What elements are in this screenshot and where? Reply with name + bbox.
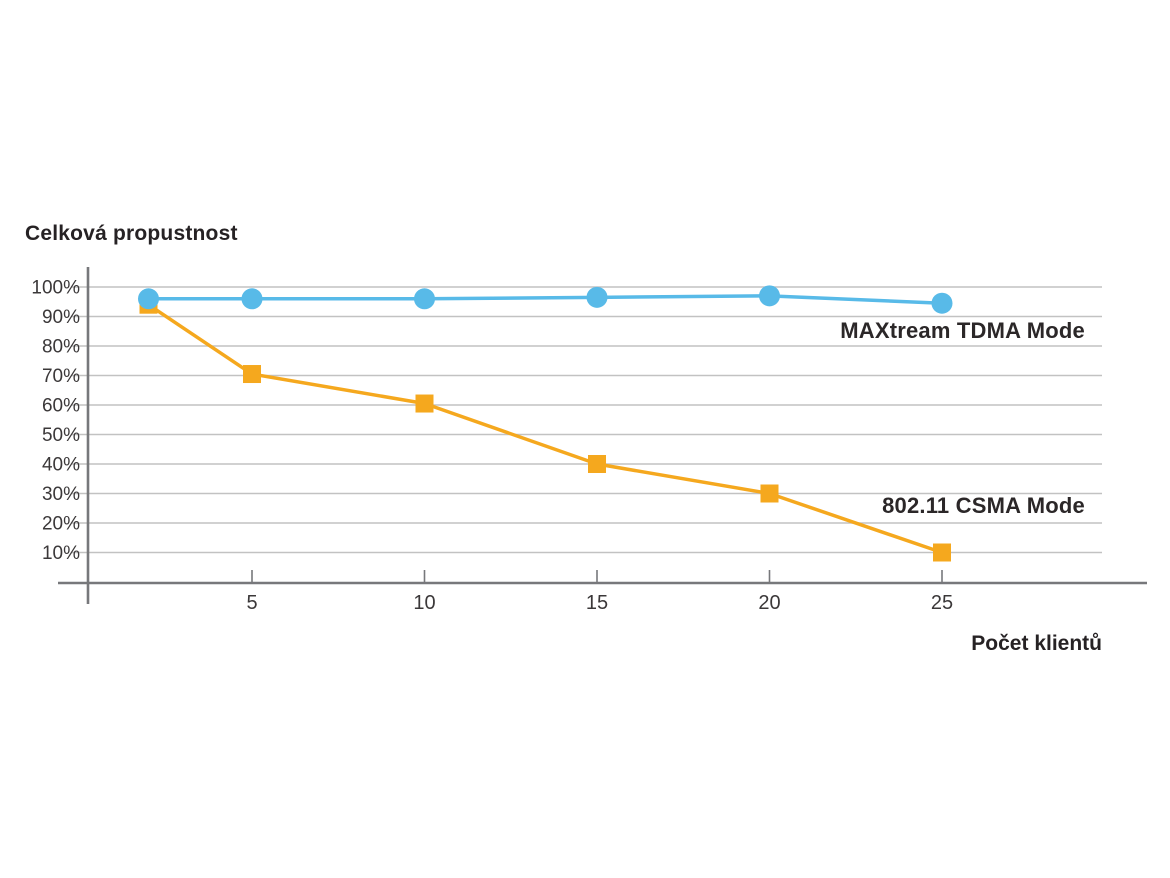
y-tick-label: 100%: [31, 278, 80, 299]
data-point-circle: [241, 288, 263, 310]
x-tick-label: 10: [413, 592, 435, 614]
x-tick-label: 25: [931, 592, 953, 614]
y-tick-label: 10%: [42, 543, 80, 564]
data-point-circle: [138, 288, 159, 310]
chart-title: Celková propustnost: [25, 222, 238, 245]
x-axis-label: Počet klientů: [971, 632, 1102, 655]
y-tick-label: 70%: [42, 366, 80, 387]
series-label-maxtream-tdma: MAXtream TDMA Mode: [840, 318, 1085, 343]
data-point-square: [243, 365, 261, 384]
y-tick-label: 20%: [42, 514, 80, 535]
y-tick-label: 40%: [42, 455, 80, 476]
data-point-circle: [586, 286, 608, 308]
y-tick-label: 60%: [42, 396, 80, 417]
data-point-circle: [759, 285, 780, 307]
x-tick-label: 15: [586, 592, 608, 614]
series-line-square: [146, 302, 944, 555]
y-tick-label: 50%: [42, 425, 80, 446]
y-tick-label: 90%: [42, 307, 80, 328]
data-point-circle: [414, 288, 435, 310]
y-tick-label: 30%: [42, 484, 80, 505]
x-tick-label: 5: [246, 592, 257, 614]
data-point-square: [415, 394, 434, 413]
data-point-square: [933, 543, 951, 562]
data-point-square: [588, 455, 606, 473]
x-tick-label: 20: [758, 592, 780, 614]
data-point-circle: [931, 292, 953, 314]
data-point-square: [760, 484, 779, 503]
series-line-circle: [146, 294, 944, 305]
series-label-80211-csma: 802.11 CSMA Mode: [882, 493, 1085, 518]
y-tick-label: 80%: [42, 337, 80, 358]
